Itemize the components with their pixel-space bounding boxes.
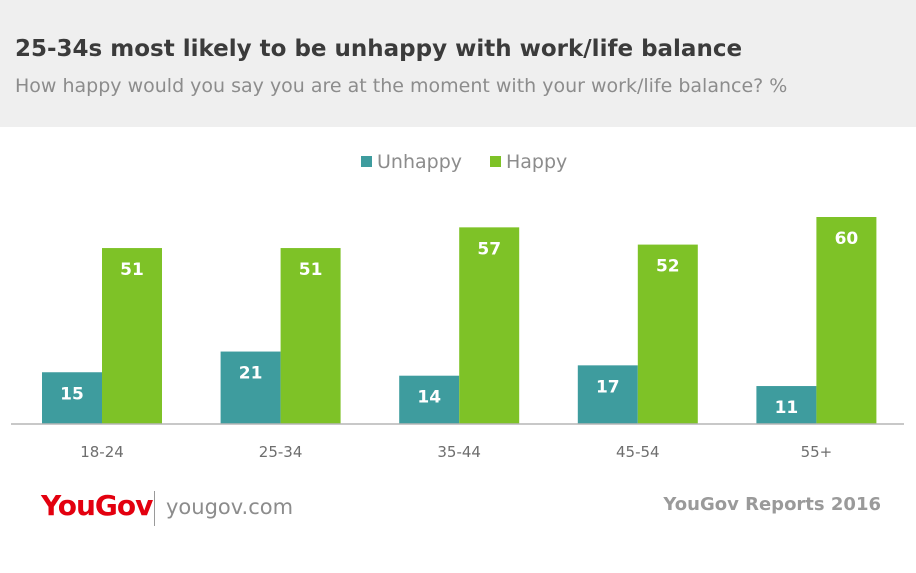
bar-unhappy-55+ bbox=[756, 386, 817, 424]
chart-legend: Unhappy Happy bbox=[361, 151, 567, 173]
footer-divider bbox=[154, 491, 155, 526]
x-tick-label-25-34: 25-34 bbox=[259, 443, 303, 461]
bar-happy-45-54 bbox=[637, 244, 698, 424]
x-tick-label-35-44: 35-44 bbox=[437, 443, 481, 461]
logo-you-text: You bbox=[41, 489, 96, 522]
legend-label-happy: Happy bbox=[506, 151, 567, 173]
bar-unhappy-45-54 bbox=[577, 365, 638, 424]
data-label-unhappy-45-54: 17 bbox=[596, 377, 620, 397]
footer-site-link[interactable]: yougov.com bbox=[166, 495, 294, 519]
bar-happy-18-24 bbox=[102, 248, 162, 424]
data-label-happy-25-34: 51 bbox=[299, 260, 323, 280]
legend-swatch-unhappy bbox=[361, 156, 372, 167]
x-tick-label-45-54: 45-54 bbox=[616, 443, 660, 461]
x-tick-label-18-24: 18-24 bbox=[80, 443, 124, 461]
legend-label-unhappy: Unhappy bbox=[377, 151, 462, 173]
logo-gov-text: Gov bbox=[94, 489, 153, 522]
bar-happy-35-44 bbox=[459, 227, 520, 424]
bar-unhappy-35-44 bbox=[399, 375, 460, 424]
data-label-happy-18-24: 51 bbox=[120, 260, 144, 280]
footer-reports-label: YouGov Reports 2016 bbox=[663, 494, 881, 515]
bar-happy-55+ bbox=[816, 217, 877, 424]
data-label-unhappy-18-24: 15 bbox=[60, 384, 84, 404]
data-label-unhappy-25-34: 21 bbox=[239, 364, 263, 384]
x-tick-label-55+: 55+ bbox=[801, 443, 833, 461]
data-label-happy-55+: 60 bbox=[835, 229, 859, 249]
data-label-unhappy-55+: 11 bbox=[775, 398, 799, 418]
chart-title: 25-34s most likely to be unhappy with wo… bbox=[15, 36, 743, 62]
chart-subtitle: How happy would you say you are at the m… bbox=[15, 75, 788, 97]
bar-happy-25-34 bbox=[280, 248, 341, 424]
bar-unhappy-18-24 bbox=[42, 372, 102, 424]
bar-chart: Unhappy Happy 15 51 18-24 21 51 25-34 14 57 35-44 1… bbox=[11, 151, 904, 461]
bar-unhappy-25-34 bbox=[220, 351, 281, 424]
legend-swatch-happy bbox=[490, 156, 501, 167]
chart-header: 25-34s most likely to be unhappy with wo… bbox=[0, 0, 916, 127]
yougov-logo: YouGov bbox=[41, 489, 153, 522]
data-label-unhappy-35-44: 14 bbox=[417, 388, 441, 408]
data-label-happy-45-54: 52 bbox=[656, 257, 680, 277]
data-label-happy-35-44: 57 bbox=[477, 239, 501, 259]
